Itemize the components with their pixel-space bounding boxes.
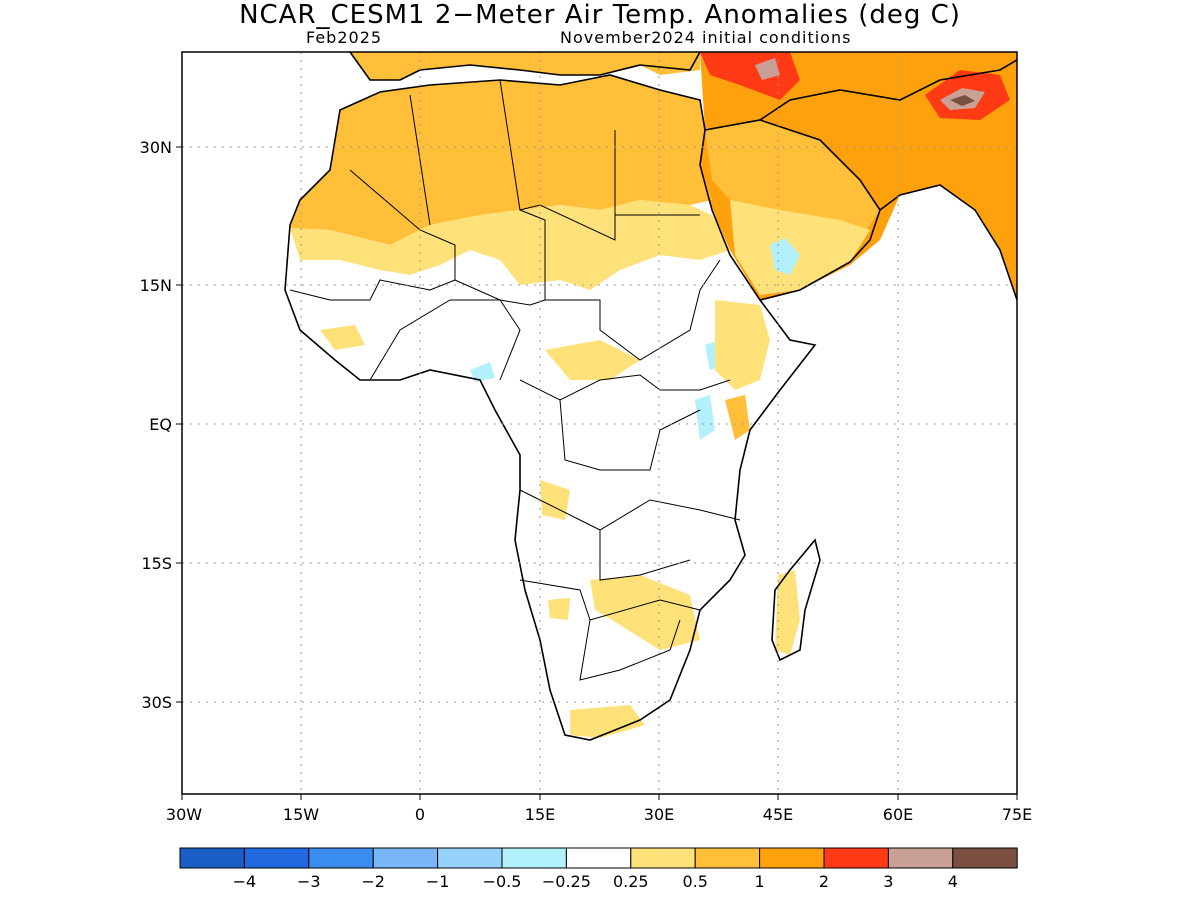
colorbar: −4 −3 −2 −1 −0.5 −0.25 0.25 0.5 1 2 3 4 bbox=[179, 847, 1018, 891]
colorbar-label: 1 bbox=[755, 872, 765, 891]
colorbar-label: −1 bbox=[426, 872, 450, 891]
colorbar-swatch bbox=[308, 847, 374, 869]
anom-warm-guinea bbox=[320, 325, 365, 350]
colorbar-label: 0.25 bbox=[613, 872, 649, 891]
anom-arabia-light bbox=[730, 200, 870, 295]
lat-label-30n: 30N bbox=[140, 138, 172, 157]
anom-warm-kenya bbox=[725, 395, 750, 440]
anom-extreme-caucasus bbox=[755, 58, 780, 80]
anom-warm-namibia bbox=[548, 598, 570, 620]
lon-label-30e: 30E bbox=[644, 805, 674, 824]
colorbar-swatch bbox=[823, 847, 889, 869]
colorbar-label: 2 bbox=[819, 872, 829, 891]
lon-label-15w: 15W bbox=[283, 805, 319, 824]
anom-extreme-core bbox=[950, 95, 975, 106]
colorbar-swatch bbox=[759, 847, 825, 869]
colorbar-label: −0.25 bbox=[542, 872, 591, 891]
y-tick-marks bbox=[176, 146, 182, 703]
anom-cool-westafrica bbox=[470, 362, 495, 382]
colorbar-swatch bbox=[694, 847, 761, 869]
lat-label-30s: 30S bbox=[141, 693, 172, 712]
anom-sahel-1 bbox=[290, 200, 730, 290]
colorbar-swatch bbox=[437, 847, 503, 869]
anom-cool-kenya bbox=[695, 395, 715, 440]
anom-warm-southern bbox=[590, 575, 700, 650]
lat-label-eq: EQ bbox=[149, 415, 172, 434]
anom-cool-arabia bbox=[770, 238, 800, 275]
lon-label-75e: 75E bbox=[1002, 805, 1032, 824]
gridlines bbox=[182, 52, 1017, 794]
colorbar-label: −0.5 bbox=[483, 872, 522, 891]
anom-warm-congo bbox=[540, 480, 570, 520]
anom-warm-chad bbox=[545, 340, 640, 380]
colorbar-label: −4 bbox=[233, 872, 257, 891]
x-tick-marks bbox=[181, 794, 1018, 800]
colorbar-swatch bbox=[887, 847, 954, 869]
anom-warm-ethiopia bbox=[715, 300, 770, 390]
colorbar-label: −2 bbox=[361, 872, 385, 891]
lon-label-45e: 45E bbox=[763, 805, 793, 824]
anom-sahara-1 bbox=[290, 75, 712, 245]
forecast-month: Feb2025 bbox=[306, 28, 383, 47]
anom-warm-cape bbox=[570, 705, 645, 738]
colorbar-swatch bbox=[952, 847, 1018, 869]
coastlines bbox=[284, 52, 1017, 741]
colorbar-label: 0.5 bbox=[682, 872, 707, 891]
colorbar-swatch bbox=[179, 847, 245, 869]
land-europe bbox=[350, 52, 700, 80]
colorbar-swatch bbox=[630, 847, 696, 869]
chart-title: NCAR_CESM1 2−Meter Air Temp. Anomalies (… bbox=[239, 0, 961, 30]
colorbar-swatch bbox=[243, 847, 310, 869]
colorbar-swatch bbox=[565, 847, 632, 869]
anom-europe bbox=[640, 52, 700, 75]
land-india bbox=[940, 160, 1017, 300]
anom-warm-madagascar bbox=[775, 570, 800, 655]
lat-label-15s: 15S bbox=[141, 554, 172, 573]
colorbar-swatch bbox=[501, 847, 567, 869]
lon-label-60e: 60E bbox=[883, 805, 913, 824]
anomaly-shading bbox=[285, 52, 1017, 740]
colorbar-label: −3 bbox=[297, 872, 321, 891]
country-borders bbox=[289, 79, 741, 681]
lon-label-30w: 30W bbox=[166, 805, 202, 824]
lat-label-15n: 15N bbox=[140, 276, 172, 295]
lon-label-15e: 15E bbox=[525, 805, 555, 824]
colorbar-swatch bbox=[372, 847, 439, 869]
initial-conditions: November2024 initial conditions bbox=[560, 28, 852, 47]
map-frame bbox=[181, 51, 1018, 795]
colorbar-label: 3 bbox=[883, 872, 893, 891]
colorbar-label: 4 bbox=[948, 872, 958, 891]
lon-label-0: 0 bbox=[415, 805, 425, 824]
